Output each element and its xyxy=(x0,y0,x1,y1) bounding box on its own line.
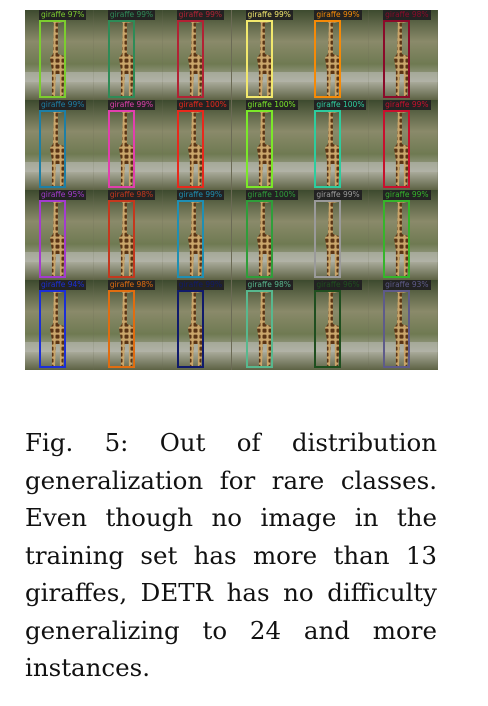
detection-label: giraffe 94% xyxy=(39,280,87,290)
detection-box xyxy=(39,200,66,278)
giraffe-tile: giraffe 99% xyxy=(25,100,94,190)
detection-box xyxy=(39,290,66,368)
detection-label: giraffe 98% xyxy=(245,280,293,290)
giraffe-tile: giraffe 99% xyxy=(369,100,438,190)
figure-caption: Fig. 5: Out of distribution generalizati… xyxy=(25,428,437,682)
giraffe-tile: giraffe 98% xyxy=(93,190,163,280)
giraffe-photo xyxy=(162,190,232,280)
detection-box xyxy=(39,110,66,188)
giraffe-tile: giraffe 97% xyxy=(25,10,94,100)
detection-label: giraffe 99% xyxy=(39,100,87,110)
giraffe-tile: giraffe 99% xyxy=(300,190,370,280)
detection-box xyxy=(314,200,342,278)
detection-label: giraffe 93% xyxy=(383,280,431,290)
giraffe-tile: giraffe 98% xyxy=(369,10,438,100)
giraffe-photo xyxy=(300,100,370,190)
detection-label: giraffe 96% xyxy=(314,280,362,290)
giraffe-photo xyxy=(231,280,301,370)
detection-box xyxy=(107,20,135,98)
detection-label: giraffe 97% xyxy=(39,10,87,20)
detection-label: giraffe 99% xyxy=(314,190,362,200)
giraffe-tile: giraffe 99% xyxy=(369,190,438,280)
giraffe-tile: giraffe 96% xyxy=(300,280,370,370)
giraffe-photo xyxy=(369,280,438,370)
giraffe-tile: giraffe 100% xyxy=(231,100,301,190)
detection-box xyxy=(176,290,204,368)
giraffe-photo xyxy=(231,100,301,190)
detection-label: giraffe 98% xyxy=(107,190,156,200)
detection-label: giraffe 100% xyxy=(176,100,229,110)
detection-box xyxy=(245,200,273,278)
detection-box xyxy=(176,20,204,98)
detection-label: giraffe 99% xyxy=(383,190,431,200)
giraffe-photo xyxy=(369,100,438,190)
giraffe-photo xyxy=(300,190,370,280)
giraffe-photo xyxy=(25,190,94,280)
giraffe-tile: giraffe 98% xyxy=(93,280,163,370)
detection-box xyxy=(245,20,273,98)
giraffe-photo xyxy=(25,100,94,190)
giraffe-photo xyxy=(93,100,163,190)
detection-box xyxy=(314,110,342,188)
detection-box xyxy=(383,200,411,278)
giraffe-photo xyxy=(162,100,232,190)
giraffe-photo xyxy=(25,10,94,100)
giraffe-photo xyxy=(231,10,301,100)
giraffe-tile: giraffe 99% xyxy=(162,10,232,100)
giraffe-photo xyxy=(300,280,370,370)
giraffe-photo xyxy=(369,190,438,280)
giraffe-photo xyxy=(93,280,163,370)
detection-box xyxy=(176,200,204,278)
giraffe-tile: giraffe 95% xyxy=(25,190,94,280)
detection-label: giraffe 100% xyxy=(314,100,367,110)
detection-label: giraffe 99% xyxy=(314,10,362,20)
detection-box xyxy=(107,290,135,368)
giraffe-tile: giraffe 99% xyxy=(162,190,232,280)
giraffe-photo xyxy=(93,190,163,280)
detection-box xyxy=(383,110,411,188)
giraffe-photo xyxy=(162,10,232,100)
detection-box xyxy=(107,200,135,278)
giraffe-photo xyxy=(231,190,301,280)
detection-box xyxy=(245,290,273,368)
detection-label: giraffe 99% xyxy=(107,10,156,20)
detection-label: giraffe 99% xyxy=(383,100,431,110)
giraffe-tile: giraffe 100% xyxy=(300,100,370,190)
detection-label: giraffe 99% xyxy=(107,100,156,110)
detection-label: giraffe 98% xyxy=(107,280,156,290)
giraffe-tile: giraffe 98% xyxy=(231,280,301,370)
giraffe-tile: giraffe 100% xyxy=(231,190,301,280)
detection-box xyxy=(314,290,342,368)
giraffe-tile: giraffe 99% xyxy=(231,10,301,100)
giraffe-tile: giraffe 99% xyxy=(300,10,370,100)
detection-label: giraffe 100% xyxy=(245,100,298,110)
giraffe-tile: giraffe 94% xyxy=(25,280,94,370)
giraffe-tile: giraffe 99% xyxy=(162,280,232,370)
detection-label: giraffe 95% xyxy=(39,190,87,200)
detection-box xyxy=(39,20,66,98)
giraffe-tile: giraffe 99% xyxy=(93,100,163,190)
giraffe-photo xyxy=(300,10,370,100)
detection-label: giraffe 99% xyxy=(245,10,293,20)
giraffe-photo xyxy=(93,10,163,100)
giraffe-photo xyxy=(162,280,232,370)
detection-label: giraffe 98% xyxy=(383,10,431,20)
detection-box xyxy=(107,110,135,188)
detection-label: giraffe 99% xyxy=(176,10,225,20)
giraffe-detection-figure: giraffe 97% giraffe 99% giraffe 99% giraffe… xyxy=(25,10,438,370)
detection-box xyxy=(314,20,342,98)
detection-box xyxy=(245,110,273,188)
detection-label: giraffe 99% xyxy=(176,280,225,290)
detection-label: giraffe 100% xyxy=(245,190,298,200)
giraffe-photo xyxy=(25,280,94,370)
giraffe-tile: giraffe 99% xyxy=(93,10,163,100)
giraffe-photo xyxy=(369,10,438,100)
giraffe-tile: giraffe 100% xyxy=(162,100,232,190)
detection-box xyxy=(383,20,411,98)
detection-box xyxy=(383,290,411,368)
giraffe-tile: giraffe 93% xyxy=(369,280,438,370)
detection-box xyxy=(176,110,204,188)
detection-label: giraffe 99% xyxy=(176,190,225,200)
